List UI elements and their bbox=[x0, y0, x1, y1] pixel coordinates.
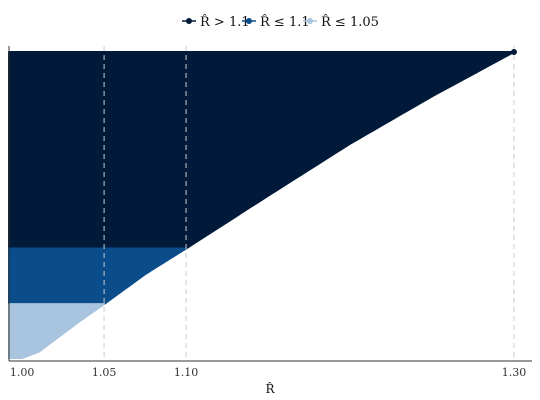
legend-item-rhat-le-1-05: R̂ ≤ 1.05 bbox=[303, 14, 379, 30]
x-tick-label: 1.00 bbox=[10, 366, 35, 379]
legend-item-rhat-gt-1-1: R̂ > 1.1 bbox=[182, 14, 250, 30]
x-tick-label: 1.05 bbox=[92, 366, 117, 379]
end-point bbox=[510, 49, 517, 55]
legend-swatch-dot bbox=[186, 18, 192, 24]
region-rhat-gt-1-1 bbox=[8, 51, 515, 250]
x-tick-label: 1.10 bbox=[174, 366, 199, 379]
legend: R̂ > 1.1 R̂ ≤ 1.1 R̂ ≤ 1.05 bbox=[182, 14, 379, 30]
region-rhat-le-1-1 bbox=[8, 247, 188, 306]
region-rhat-le-1-05 bbox=[8, 303, 106, 359]
x-axis-title: R̂ bbox=[265, 381, 275, 396]
plot-area bbox=[8, 46, 517, 361]
legend-swatch-dot bbox=[307, 18, 313, 24]
legend-item-rhat-le-1-1: R̂ ≤ 1.1 bbox=[242, 14, 310, 30]
legend-swatch-dot bbox=[246, 18, 252, 24]
legend-label: R̂ ≤ 1.05 bbox=[321, 14, 379, 30]
legend-label: R̂ > 1.1 bbox=[200, 14, 250, 30]
legend-label: R̂ ≤ 1.1 bbox=[260, 14, 310, 30]
x-axis-ticks: 1.00 1.05 1.10 1.30 bbox=[10, 366, 526, 379]
x-tick-label: 1.30 bbox=[502, 366, 527, 379]
